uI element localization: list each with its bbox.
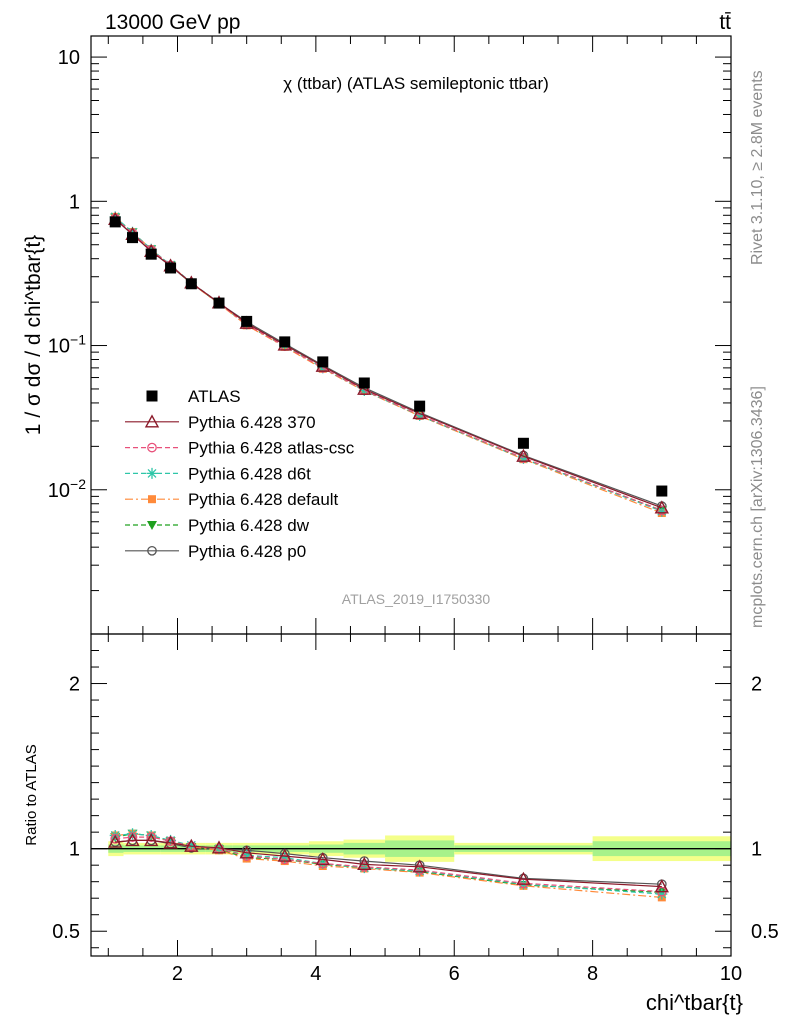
mcplots-credit-label: mcplots.cern.ch [arXiv:1306.3436] <box>749 386 766 628</box>
ratio-point-p370 <box>163 835 178 849</box>
data-point-atlas <box>109 216 121 228</box>
data-point-atlas <box>656 485 668 497</box>
x-axis-label: chi^tbar{t} <box>646 990 743 1015</box>
ratio-point-p370 <box>211 840 227 854</box>
chart-title: χ (ttbar) (ATLAS semileptonic ttbar) <box>283 74 549 93</box>
ratio-point-atlascsc <box>110 833 121 844</box>
ratio-plot-frame <box>90 633 732 957</box>
ratio-y-tick-label: 0.5 <box>52 921 80 943</box>
ratio-point-d6t <box>279 852 291 864</box>
legend-marker <box>144 414 160 428</box>
legend-label: Pythia 6.428 default <box>188 490 339 509</box>
legend-marker <box>148 495 156 504</box>
data-point-p370 <box>357 381 372 395</box>
ratio-point-p370 <box>144 832 159 847</box>
data-point-atlas <box>241 315 253 327</box>
ratio-point-p370 <box>516 871 531 885</box>
x-tick-label: 2 <box>172 963 183 985</box>
data-point-p370 <box>516 448 531 462</box>
main-y-tick-label: 1 <box>69 191 80 213</box>
legend-label: Pythia 6.428 p0 <box>188 542 306 561</box>
main-y-tick-label: 10−2 <box>48 476 86 502</box>
legend-entry-p0: Pythia 6.428 p0 <box>125 542 306 561</box>
data-point-atlas <box>127 232 139 244</box>
main-y-tick-label: 10−1 <box>48 332 86 358</box>
legend-entry-d6t: Pythia 6.428 d6t <box>125 464 311 483</box>
legend-entry-default: Pythia 6.428 default <box>125 490 339 509</box>
rivet-version-label: Rivet 3.1.10, ≥ 2.8M events <box>749 70 766 265</box>
legend-label: Pythia 6.428 370 <box>188 413 316 432</box>
ratio-point-p370 <box>315 851 330 866</box>
ratio-point-d6t <box>241 849 253 861</box>
ratio-point-atlascsc <box>279 854 290 865</box>
legend-label: ATLAS <box>188 387 241 406</box>
data-point-p370 <box>412 406 427 420</box>
ratio-point-d6t <box>165 834 177 846</box>
ratio-point-p370 <box>277 848 292 862</box>
x-tick-label: 8 <box>587 963 598 985</box>
legend-label: Pythia 6.428 dw <box>188 516 310 535</box>
legend-entry-p370: Pythia 6.428 370 <box>125 413 316 432</box>
ratio-point-d6t <box>358 862 370 874</box>
ratio-point-p370 <box>654 879 669 893</box>
ratio-y-tick-label-right: 0.5 <box>751 921 779 943</box>
header-energy-label: 13000 GeV pp <box>105 11 240 34</box>
ratio-series-p370 <box>108 832 669 893</box>
legend-marker <box>147 545 157 556</box>
ratio-point-p370 <box>412 859 427 873</box>
legend-entry-dw: Pythia 6.428 dw <box>125 516 310 535</box>
data-point-d6t <box>358 384 370 396</box>
data-point-atlas <box>317 356 329 368</box>
x-tick-label: 4 <box>310 963 321 985</box>
legend-label: Pythia 6.428 d6t <box>188 464 311 483</box>
ratio-y-tick-label: 2 <box>69 674 80 696</box>
ratio-y-axis-label: Ratio to ATLAS <box>23 744 40 845</box>
data-point-d6t <box>656 505 668 517</box>
ratio-point-p370 <box>108 834 123 848</box>
data-point-atlas <box>185 278 197 290</box>
data-point-atlas <box>358 377 370 389</box>
legend-entry-atlascsc: Pythia 6.428 atlas-csc <box>125 439 355 458</box>
ratio-point-atlascsc <box>146 832 157 842</box>
data-point-atlas <box>279 336 291 348</box>
ratio-line-p370 <box>115 839 662 888</box>
data-point-atlas <box>145 248 157 260</box>
data-point-atlas <box>213 297 225 309</box>
data-point-atlas <box>165 262 177 274</box>
header-process-label: tt̄ <box>719 11 731 34</box>
legend-label: Pythia 6.428 atlas-csc <box>188 439 355 458</box>
x-tick-label: 10 <box>720 963 742 985</box>
legend-entry-atlas: ATLAS <box>146 387 241 406</box>
legend: ATLAS Pythia 6.428 370 Pythia 6.428 atlas-… <box>125 387 355 561</box>
ratio-line-atlascsc <box>115 836 662 893</box>
ratio-y-tick-label: 1 <box>69 839 80 861</box>
analysis-watermark: ATLAS_2019_I1750330 <box>342 591 491 607</box>
ratio-point-d6t <box>185 839 197 851</box>
main-plot-frame <box>90 35 732 635</box>
ratio-point-atlascsc <box>127 832 138 842</box>
ratio-point-p370 <box>239 845 254 859</box>
ratio-point-atlascsc <box>414 865 425 875</box>
ratio-point-p370 <box>357 856 372 871</box>
ratio-point-p370 <box>184 838 199 852</box>
ratio-point-p370 <box>125 832 140 847</box>
series-line-p0 <box>114 218 663 507</box>
main-y-axis-label: 1 / σ dσ / d chi^tbar{t} <box>22 235 45 435</box>
legend-marker <box>146 390 158 402</box>
series-atlas <box>109 216 668 497</box>
legend-marker <box>147 521 157 530</box>
x-tick-label: 6 <box>449 963 460 985</box>
data-point-atlas <box>517 437 529 449</box>
ratio-point-atlascsc <box>241 851 252 861</box>
ratio-y-tick-label-right: 1 <box>751 839 762 861</box>
legend-marker <box>146 467 158 479</box>
ratio-point-d6t <box>414 865 426 877</box>
ratio-y-tick-label-right: 2 <box>751 674 762 696</box>
data-point-atlas <box>414 400 426 412</box>
legend-marker <box>147 442 157 453</box>
data-point-p370 <box>654 500 669 514</box>
ratio-point-d6t <box>656 888 668 900</box>
main-y-tick-label: 10 <box>58 47 80 69</box>
